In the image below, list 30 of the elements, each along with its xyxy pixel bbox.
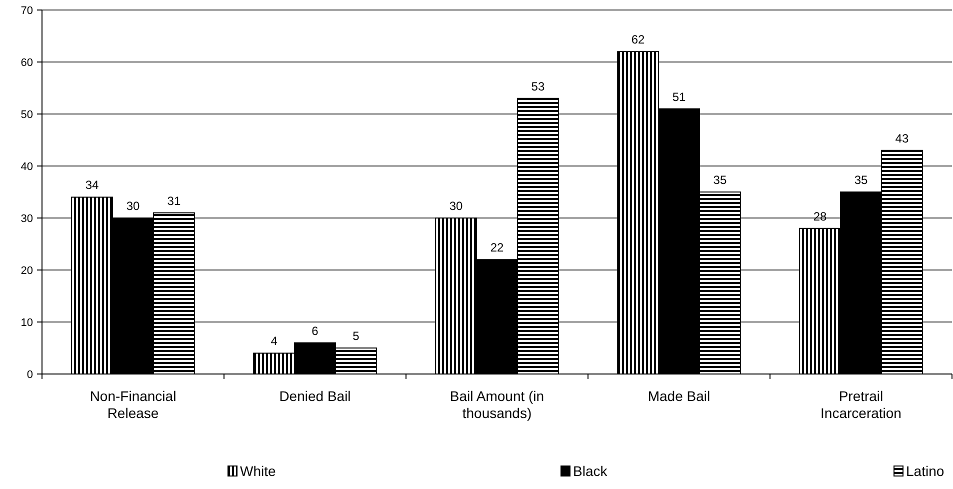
y-tick-label: 60 <box>20 56 33 69</box>
x-tick-label: Non-Financial Release <box>90 388 176 421</box>
data-label: 5 <box>352 329 360 343</box>
data-label: 30 <box>449 199 464 213</box>
legend-label: Latino <box>906 463 944 479</box>
data-label: 35 <box>713 173 727 187</box>
data-label: 51 <box>672 90 686 104</box>
y-tick-label: 0 <box>26 368 33 381</box>
data-label: 62 <box>631 32 646 47</box>
legend-label: White <box>240 463 276 479</box>
data-label: 22 <box>490 240 504 255</box>
x-tick-label: Bail Amount (in thousands) <box>450 388 544 421</box>
y-tick-label: 40 <box>20 160 33 173</box>
y-tick-label: 10 <box>20 316 33 329</box>
data-label: 30 <box>126 199 140 213</box>
x-tick-label: Made Bail <box>648 388 710 404</box>
data-label: 34 <box>85 178 100 192</box>
data-label: 31 <box>167 194 181 208</box>
data-label: 6 <box>312 324 319 338</box>
y-tick-label: 20 <box>20 264 33 277</box>
x-tick-label: Denied Bail <box>279 388 351 404</box>
data-label: 43 <box>895 131 909 146</box>
y-tick-label: 70 <box>20 4 33 17</box>
legend-label: Black <box>573 463 608 479</box>
x-tick-label: Pretrail Incarceration <box>820 388 902 421</box>
data-label: 53 <box>531 79 545 94</box>
data-label: 4 <box>270 334 278 348</box>
y-tick-label: 30 <box>20 212 33 225</box>
y-tick-label: 50 <box>20 108 33 121</box>
data-label: 35 <box>854 173 868 187</box>
